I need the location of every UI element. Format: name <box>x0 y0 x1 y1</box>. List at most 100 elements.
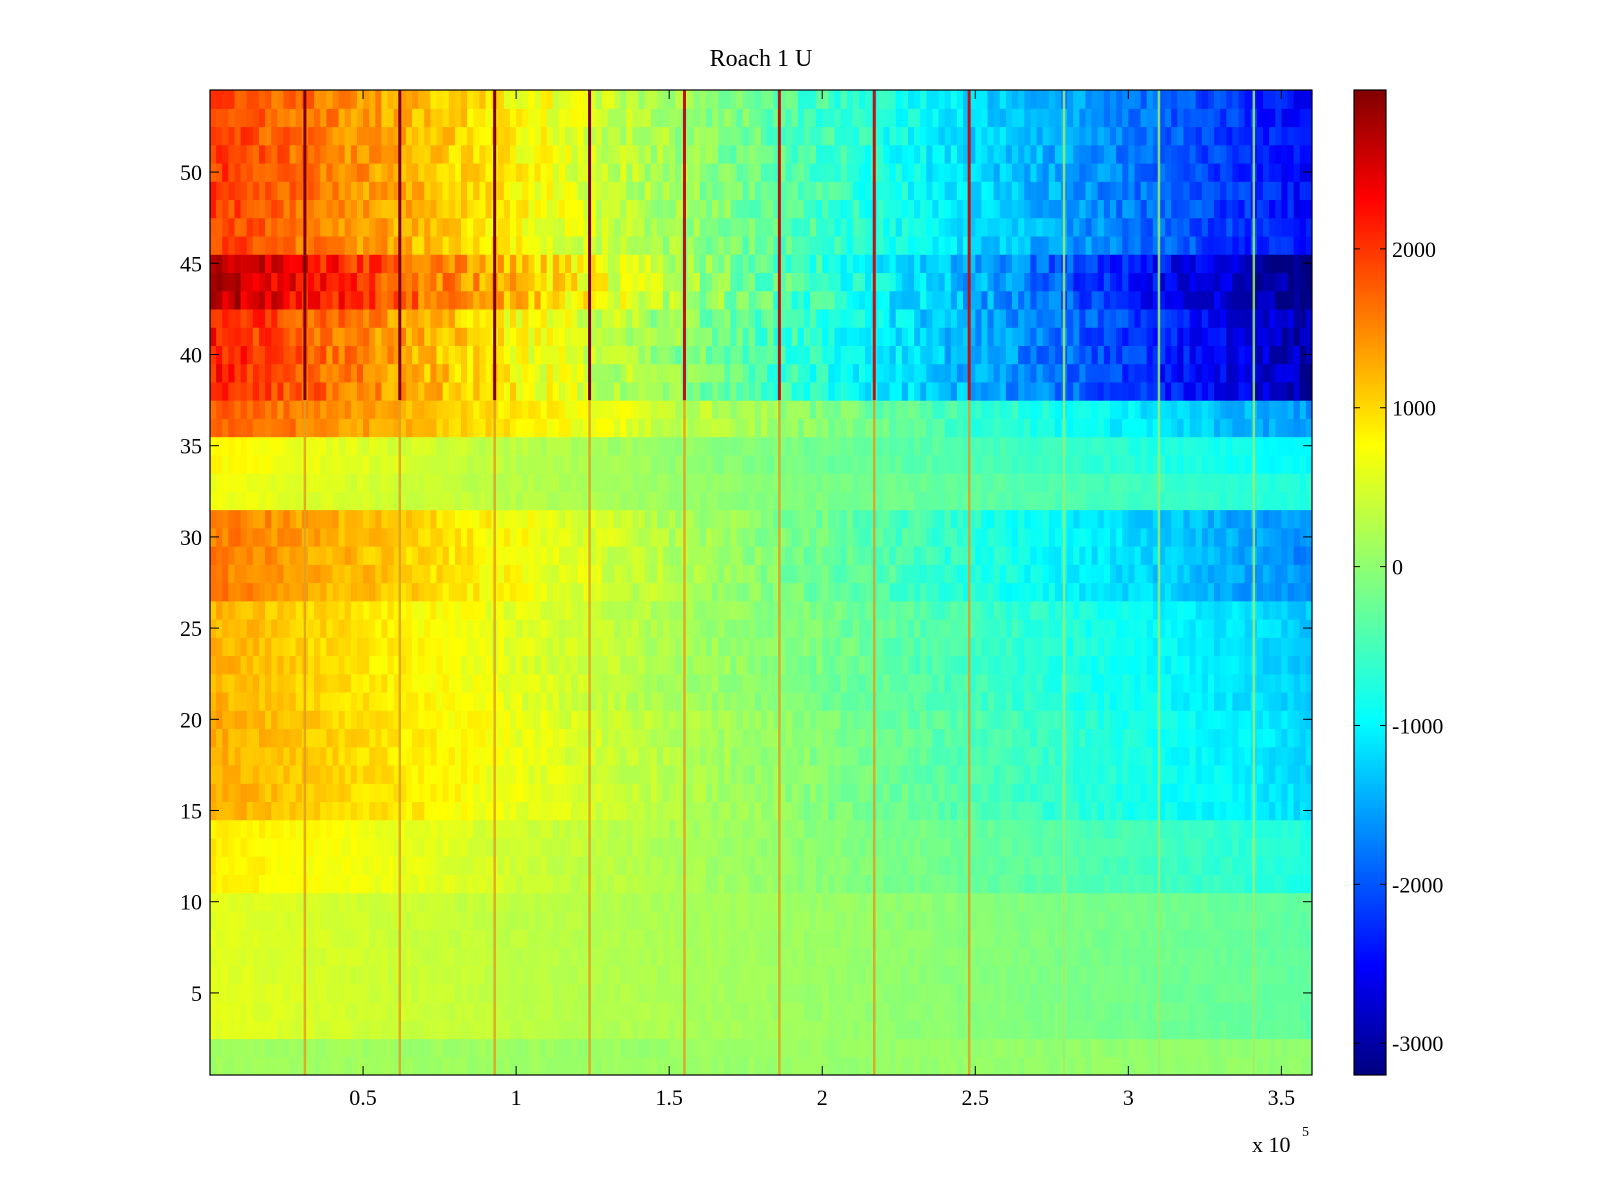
heatmap-cell <box>736 965 744 985</box>
heatmap-cell <box>920 837 927 857</box>
heatmap-cell <box>963 965 970 985</box>
heatmap-cell <box>785 947 793 967</box>
heatmap-cell <box>932 801 940 821</box>
heatmap-cell <box>1183 655 1191 675</box>
heatmap-cell <box>816 637 823 657</box>
heatmap-cell <box>320 983 327 1003</box>
heatmap-cell <box>705 837 713 857</box>
heatmap-cell <box>1244 1002 1252 1021</box>
heatmap-cell <box>363 983 370 1003</box>
heatmap-cell <box>932 856 940 875</box>
heatmap-cell <box>669 600 676 620</box>
heatmap-cell <box>258 637 266 657</box>
heatmap-cell <box>1012 1056 1019 1075</box>
heatmap-cell <box>1128 910 1136 930</box>
heatmap-cell <box>1042 947 1050 967</box>
heatmap-cell <box>773 1038 780 1058</box>
heatmap-cell <box>638 1002 646 1021</box>
heatmap-cell <box>344 600 352 620</box>
heatmap-cell <box>969 874 976 894</box>
heatmap-cell <box>258 582 266 602</box>
heatmap-cell <box>356 929 364 948</box>
heatmap-cell <box>350 783 358 802</box>
heatmap-cell <box>1024 837 1031 857</box>
heatmap-cell <box>497 673 505 693</box>
heatmap-cell <box>271 819 278 839</box>
heatmap-cell <box>822 1002 829 1021</box>
heatmap-cell <box>1256 1038 1264 1058</box>
heatmap-cell <box>565 801 572 821</box>
heatmap-cell <box>975 764 982 784</box>
heatmap-cell <box>1128 947 1136 967</box>
heatmap-cell <box>1275 655 1282 675</box>
heatmap-cell <box>1256 910 1264 930</box>
heatmap-cell <box>889 892 897 912</box>
heatmap-cell <box>430 564 438 584</box>
heatmap-cell <box>448 600 456 620</box>
heatmap-cell <box>522 1056 529 1075</box>
heatmap-cell <box>1299 1002 1307 1021</box>
heatmap-cell <box>626 1038 634 1058</box>
heatmap-cell <box>595 910 603 930</box>
heatmap-cell <box>356 801 364 821</box>
heatmap-cell <box>234 673 242 693</box>
heatmap-cell <box>1116 819 1123 839</box>
heatmap-cell <box>277 673 285 693</box>
heatmap-cell <box>234 910 242 930</box>
heatmap-cell <box>363 582 370 602</box>
heatmap-cell <box>1201 1020 1209 1040</box>
heatmap-cell <box>1054 874 1062 894</box>
heatmap-cell <box>356 655 364 675</box>
heatmap-cell <box>216 910 223 930</box>
heatmap-cell <box>632 1020 640 1040</box>
heatmap-cell <box>1158 582 1166 602</box>
heatmap-cell <box>528 874 536 894</box>
heatmap-cell <box>1269 655 1276 675</box>
heatmap-cell <box>1128 1020 1136 1040</box>
heatmap-cell <box>1201 673 1209 693</box>
heatmap-cell <box>632 1056 640 1075</box>
heatmap-cell <box>987 728 995 748</box>
heatmap-cell <box>1018 965 1025 985</box>
heatmap-cell <box>1085 728 1093 748</box>
heatmap-cell <box>1024 637 1031 657</box>
heatmap-cell <box>1238 965 1246 985</box>
heatmap-cell <box>963 710 970 730</box>
heatmap-cell <box>1067 965 1074 985</box>
heatmap-cell <box>791 1038 799 1058</box>
heatmap-cell <box>920 582 927 602</box>
heatmap-cell <box>1263 856 1270 875</box>
heatmap-cell <box>1232 673 1240 693</box>
heatmap-cell <box>1238 819 1246 839</box>
heatmap-cell <box>442 856 450 875</box>
heatmap-cell <box>601 710 609 730</box>
heatmap-cell <box>1030 728 1038 748</box>
heatmap-cell <box>828 691 836 711</box>
heatmap-cell <box>430 874 438 894</box>
heatmap-cell <box>375 564 383 584</box>
heatmap-cell <box>271 856 278 875</box>
heatmap-cell <box>1005 564 1013 584</box>
heatmap-cell <box>638 856 646 875</box>
heatmap-cell <box>724 1038 731 1058</box>
heatmap-cell <box>865 1020 872 1040</box>
heatmap-cell <box>1275 673 1282 693</box>
heatmap-cell <box>295 947 303 967</box>
heatmap-cell <box>1079 801 1087 821</box>
heatmap-cell <box>1226 618 1234 638</box>
heatmap-cell <box>626 874 634 894</box>
heatmap-cell <box>1238 1056 1246 1075</box>
heatmap-cell <box>558 746 566 766</box>
heatmap-cell <box>932 874 940 894</box>
heatmap-cell <box>1183 582 1191 602</box>
heatmap-cell <box>797 691 805 711</box>
heatmap-cell <box>412 910 419 930</box>
heatmap-cell <box>632 746 640 766</box>
heatmap-cell <box>1201 618 1209 638</box>
heatmap-cell <box>1122 746 1129 766</box>
heatmap-cell <box>430 947 438 967</box>
heatmap-cell <box>822 746 829 766</box>
heatmap-cell <box>1195 983 1203 1003</box>
heatmap-cell <box>399 728 407 748</box>
heatmap-cell <box>589 874 597 894</box>
